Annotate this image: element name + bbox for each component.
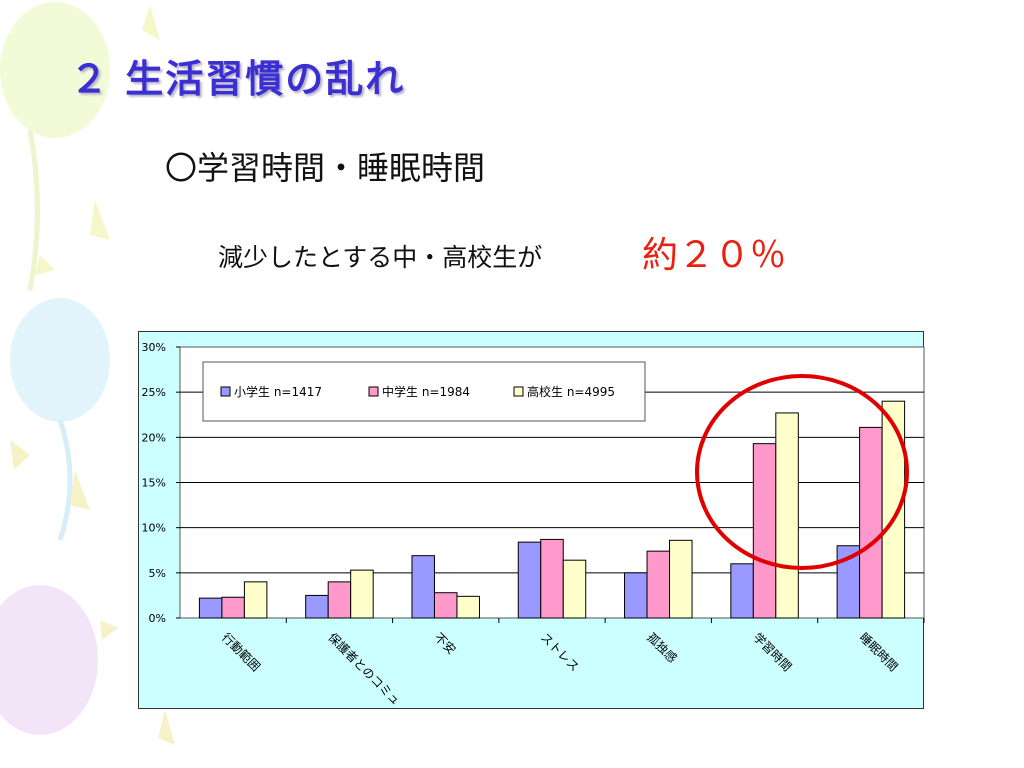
bar — [243, 581, 268, 619]
legend-swatch — [368, 386, 379, 397]
balloon-decoration — [0, 2, 200, 745]
legend-label: 中学生 n=1984 — [382, 384, 470, 399]
y-tick-label: 20% — [142, 431, 166, 444]
bar — [730, 563, 754, 619]
y-tick-label: 0% — [149, 612, 166, 625]
bar-chart: 0% 5% 10% 15% 20% 25% 30% 行動範囲 保護者とのコミュ 不安 ストレス 孤独感… — [142, 341, 925, 708]
bar — [669, 539, 693, 619]
legend-label: 高校生 n=4995 — [527, 384, 615, 399]
bar — [350, 569, 374, 619]
legend-swatch — [513, 386, 524, 397]
x-tick-label: 不安 — [432, 630, 460, 658]
statement-text: 減少したとする中・高校生が — [218, 243, 543, 272]
highlight-circle — [695, 374, 909, 570]
bar — [540, 538, 564, 619]
y-tick-label: 15% — [142, 477, 166, 490]
slide-title: ２ 生活習慣の乱れ — [70, 57, 406, 101]
x-tick-label: 睡眠時間 — [857, 630, 901, 674]
chart-frame: 0% 5% 10% 15% 20% 25% 30% 行動範囲 保護者とのコミュ 不安 ストレス 孤独感… — [138, 331, 925, 709]
bar — [624, 572, 648, 619]
y-tick-label: 5% — [149, 567, 166, 580]
x-tick-label: 行動範囲 — [219, 630, 264, 675]
bar — [411, 555, 435, 619]
bar — [859, 426, 883, 619]
y-tick-label: 25% — [142, 386, 166, 399]
legend: 小学生 n=1417 中学生 n=1984 高校生 n=4995 — [202, 361, 646, 422]
legend-label: 小学生 n=1417 — [234, 384, 322, 399]
bar — [433, 592, 458, 619]
legend-box — [202, 361, 646, 422]
x-tick-label: 孤独感 — [644, 630, 680, 666]
bar — [646, 550, 671, 619]
bar — [305, 594, 329, 619]
subtitle: 〇学習時間・睡眠時間 — [165, 149, 486, 187]
legend-swatch — [220, 386, 231, 397]
bar — [198, 597, 223, 619]
bar — [327, 581, 352, 619]
bar — [221, 596, 245, 619]
bar — [881, 400, 906, 619]
bar — [752, 443, 777, 619]
x-tick-label: ストレス — [538, 630, 582, 674]
x-tick-label: 学習時間 — [750, 630, 795, 675]
y-tick-label: 10% — [142, 522, 166, 535]
bar — [517, 541, 542, 619]
bar — [456, 595, 480, 619]
bar — [562, 559, 587, 619]
x-tick-label: 保護者とのコミュ — [325, 630, 403, 708]
y-tick-label: 30% — [142, 341, 166, 354]
highlight-percentage: 約２０％ — [642, 235, 787, 276]
bar — [775, 412, 799, 619]
